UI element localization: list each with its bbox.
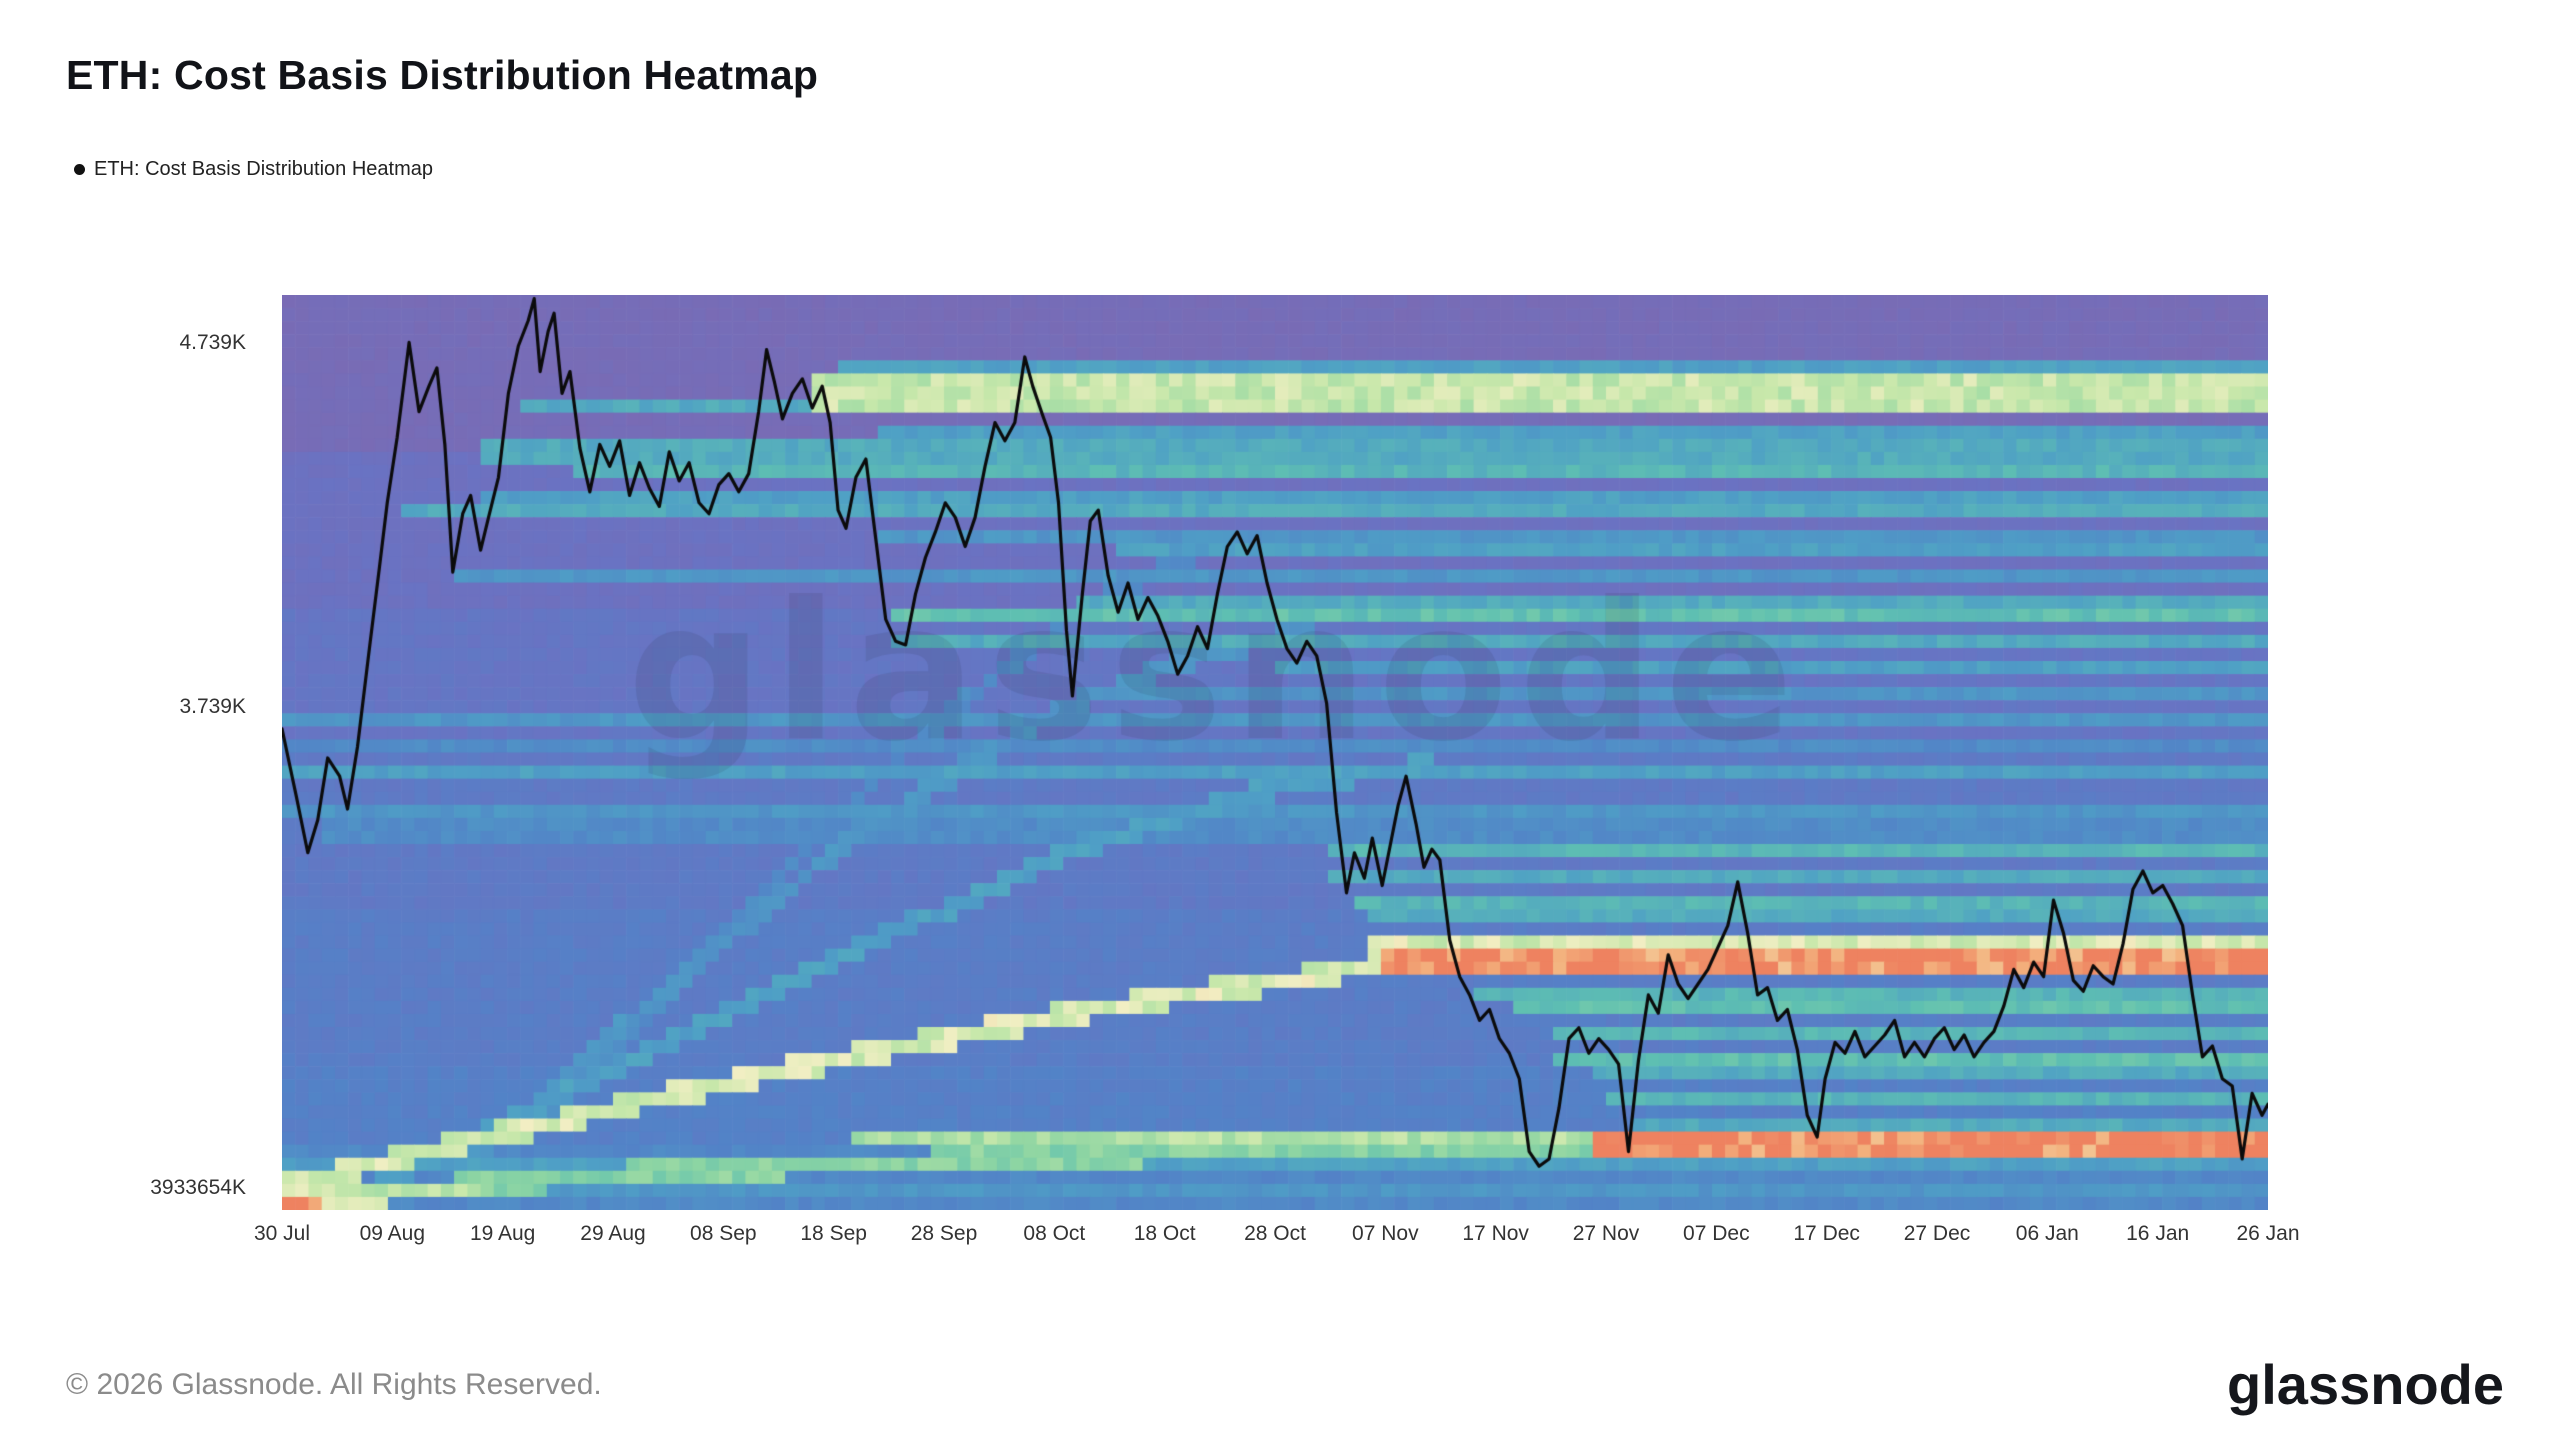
x-tick-label: 27 Nov [1572,1222,1640,1245]
x-tick-label: 07 Dec [1683,1222,1750,1245]
x-tick-label: 17 Nov [1462,1222,1529,1245]
x-tick-label: 16 Jan [2126,1222,2190,1245]
legend-item[interactable]: ETH: Cost Basis Distribution Heatmap [74,158,433,181]
x-tick-label: 26 Jan [2236,1222,2300,1245]
x-tick-label: 18 Sep [800,1222,867,1245]
glassnode-logo: glassnode [2227,1353,2504,1416]
x-tick-label: 17 Dec [1793,1222,1860,1245]
x-axis: 30 Jul 09 Aug 19 Aug 29 Aug 08 Sep 18 Sep 28 S… [254,1222,2300,1256]
legend-label: ETH: Cost Basis Distribution Heatmap [94,158,434,180]
x-tick-label: 19 Aug [469,1222,536,1245]
x-tick-label: 28 Oct [1244,1222,1306,1245]
y-tick-label: 3933654K [150,1176,246,1200]
x-tick-label: 08 Sep [690,1222,757,1245]
x-tick-label: 27 Dec [1903,1222,1971,1245]
y-tick-label: 4.739K [179,330,246,354]
x-tick-label: 07 Nov [1352,1222,1419,1245]
x-tick-label: 18 Oct [1133,1222,1196,1245]
copyright-text: © 2026 Glassnode. All Rights Reserved. [66,1368,602,1401]
y-tick-label: 3.739K [179,695,246,719]
x-tick-label: 08 Oct [1023,1222,1086,1245]
x-tick-label: 30 Jul [253,1222,311,1245]
y-axis: 4.739K 3.739K 3933654K [0,295,246,1210]
plot-area[interactable] [282,295,2268,1210]
legend-marker-icon [74,164,85,175]
x-tick-label: 06 Jan [2015,1222,2079,1245]
x-tick-label: 29 Aug [580,1222,646,1245]
x-tick-label: 09 Aug [359,1222,426,1245]
heatmap-canvas[interactable] [282,295,2268,1210]
page-title: ETH: Cost Basis Distribution Heatmap [66,52,819,98]
x-tick-label: 28 Sep [910,1222,978,1245]
